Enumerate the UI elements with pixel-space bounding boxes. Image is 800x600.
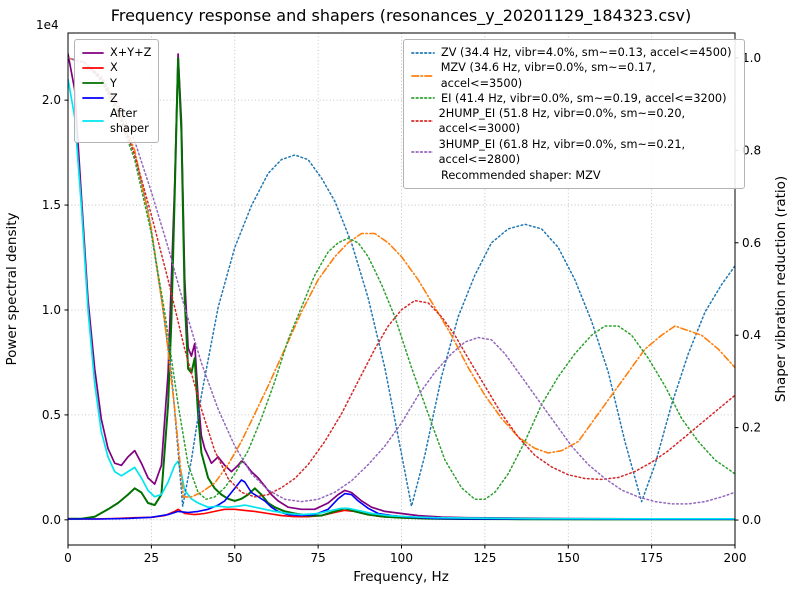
y-left-tick-label: 1.0 — [42, 303, 61, 317]
x-tick-label: 75 — [310, 551, 325, 565]
legend-entry-label: 2HUMP_EI (51.8 Hz, vibr=0.0%, sm~=0.20, … — [438, 107, 686, 136]
curve-after-shaper — [68, 78, 735, 520]
x-tick-label: 25 — [144, 551, 159, 565]
legend-entry-label: X+Y+Z — [110, 46, 152, 59]
y-right-tick-label: 0.6 — [742, 236, 761, 250]
x-tick-label: 175 — [640, 551, 663, 565]
legend-entry-label: MZV (34.6 Hz, vibr=0.0%, sm~=0.17, accel… — [440, 61, 656, 90]
y-left-tick-label: 1.5 — [42, 198, 61, 212]
legend-line-swatch — [82, 51, 104, 54]
curve-2hump-ei — [68, 57, 735, 498]
legend-entry: X — [82, 60, 151, 75]
legend-line-swatch — [411, 74, 435, 77]
legend-entry-label: 3HUMP_EI (61.8 Hz, vibr=0.0%, sm~=0.21, … — [438, 137, 686, 166]
axis-offset-text: 1e4 — [36, 18, 59, 32]
curve-ei — [68, 57, 735, 501]
legend-note: Recommended shaper: MZV — [441, 169, 601, 182]
y-right-axis-label: Shaper vibration reduction (ratio) — [773, 176, 789, 402]
legend-entry-label: ZV (34.4 Hz, vibr=4.0%, sm~=0.13, accel<… — [441, 46, 732, 59]
y-left-tick-label: 0.0 — [42, 513, 61, 527]
y-right-tick-label: 0.8 — [742, 143, 761, 157]
legend-line-swatch — [411, 150, 433, 153]
legend-entry-label: Z — [110, 91, 118, 105]
legend-entry: MZV (34.6 Hz, vibr=0.0%, sm~=0.17, accel… — [411, 60, 737, 91]
legend-shapers: ZV (34.4 Hz, vibr=4.0%, sm~=0.13, accel<… — [403, 39, 745, 190]
legend-entry: EI (41.4 Hz, vibr=0.0%, sm~=0.19, accel<… — [411, 91, 737, 106]
x-tick-label: 0 — [64, 551, 72, 565]
y-left-axis-label: Power spectral density — [4, 212, 20, 365]
x-axis-label: Frequency, Hz — [353, 569, 449, 585]
y-right-tick-label: 0.2 — [742, 421, 761, 435]
legend-entry: 3HUMP_EI (61.8 Hz, vibr=0.0%, sm~=0.21, … — [411, 137, 737, 168]
curve-x-y-z — [68, 53, 735, 520]
legend-entry: 2HUMP_EI (51.8 Hz, vibr=0.0%, sm~=0.20, … — [411, 106, 737, 137]
legend-entry: After shaper — [82, 106, 151, 137]
x-tick-label: 100 — [390, 551, 413, 565]
legend-line-swatch — [82, 120, 104, 123]
legend-line-swatch — [82, 97, 104, 100]
legend-psd: X+Y+Z X Y Z After shaper — [74, 39, 160, 143]
y-right-tick-label: 1.0 — [742, 51, 761, 65]
curve-3hump-ei — [68, 57, 735, 505]
legend-line-swatch — [82, 82, 104, 85]
curve-mzv — [68, 57, 735, 498]
legend-line-swatch — [411, 120, 433, 123]
legend-entry-label: Y — [110, 76, 117, 90]
legend-line-swatch — [82, 66, 104, 69]
y-right-tick-label: 0.4 — [742, 328, 761, 342]
x-tick-label: 200 — [724, 551, 747, 565]
legend-line-swatch — [411, 97, 435, 100]
x-tick-label: 50 — [227, 551, 242, 565]
curve-y — [68, 57, 735, 521]
axis-ticks: 0 25 50 75 100 125 150 175 200 0.0 0.5 1.0 1.5 2.0 0.0… — [42, 51, 761, 565]
y-left-tick-label: 0.5 — [42, 408, 61, 422]
legend-entry: Z — [82, 91, 151, 106]
y-right-tick-label: 0.0 — [742, 513, 761, 527]
legend-line-swatch — [411, 51, 435, 54]
legend-entry: Y — [82, 76, 151, 91]
legend-entry: ZV (34.4 Hz, vibr=4.0%, sm~=0.13, accel<… — [411, 45, 737, 60]
y-left-tick-label: 2.0 — [42, 93, 61, 107]
x-tick-label: 125 — [473, 551, 496, 565]
chart-title: Frequency response and shapers (resonanc… — [111, 6, 691, 26]
legend-entry-label: EI (41.4 Hz, vibr=0.0%, sm~=0.19, accel<… — [441, 91, 727, 105]
legend-entry: X+Y+Z — [82, 45, 151, 60]
legend-entry-label: X — [110, 61, 118, 75]
x-tick-label: 150 — [557, 551, 580, 565]
legend-entry-label: After shaper — [110, 107, 149, 136]
curves — [68, 53, 735, 521]
